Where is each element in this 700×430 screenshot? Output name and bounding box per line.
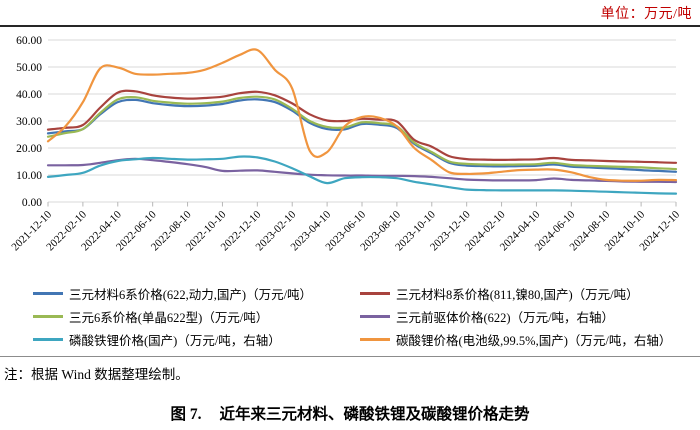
price-trend-chart: 0.00 10.00 20.00 30.00 40.00 50.00 60.00 2021-1…	[9, 35, 682, 253]
y-axis-label: 30.00	[16, 116, 42, 128]
legend-item: 三元6系价格(单晶622型)（万元/吨）	[33, 307, 360, 325]
figure-number: 图 7.	[170, 406, 202, 423]
legend-label: 碳酸锂价格(电池级,99.5%,国产)（万元/吨，右轴）	[396, 333, 672, 348]
unit-label: 单位：万元/吨	[600, 7, 692, 22]
y-axis-label: 0.00	[22, 197, 42, 209]
legend-swatch	[33, 337, 63, 341]
legend-label: 三元6系价格(单晶622型)（万元/吨）	[69, 310, 269, 325]
series-line-0	[46, 98, 678, 173]
legend-item: 磷酸铁锂价格(国产)（万元/吨，右轴）	[33, 330, 360, 348]
legend-label: 三元材料8系价格(811,镍80,国产)（万元/吨）	[396, 287, 639, 302]
figure-title: 近年来三元材料、磷酸铁锂及碳酸锂价格走势	[219, 406, 530, 423]
chart-legend: 三元材料6系价格(622,动力,国产)（万元/吨） 三元材料8系价格(811,镍8…	[33, 284, 693, 348]
y-axis-label: 50.00	[16, 62, 42, 74]
legend-swatch	[360, 337, 390, 341]
legend-label: 三元材料6系价格(622,动力,国产)（万元/吨）	[69, 287, 313, 302]
y-axis-label: 20.00	[16, 143, 42, 155]
x-axis-ticks	[47, 202, 677, 207]
legend-item: 三元前驱体价格(622)（万元/吨，右轴）	[360, 307, 693, 325]
series-line-2	[46, 95, 678, 171]
legend-swatch	[33, 291, 63, 295]
y-axis-label: 60.00	[16, 35, 42, 47]
y-axis-label: 40.00	[16, 89, 42, 101]
source-note: 注：根据 Wind 数据整理绘制。	[4, 367, 189, 382]
legend-swatch	[33, 314, 63, 318]
legend-item: 三元材料6系价格(622,动力,国产)（万元/吨）	[33, 284, 360, 302]
series-lines	[46, 48, 678, 195]
legend-label: 磷酸铁锂价格(国产)（万元/吨，右轴）	[69, 333, 281, 348]
gridlines	[48, 39, 676, 203]
x-axis-labels: 2021-12-102022-02-102022-04-102022-06-10…	[9, 208, 682, 253]
note-divider	[0, 356, 700, 357]
legend-swatch	[360, 314, 390, 318]
series-line-3	[46, 157, 678, 184]
legend-item: 三元材料8系价格(811,镍80,国产)（万元/吨）	[360, 284, 693, 302]
series-line-4	[46, 155, 678, 195]
figure-caption: 图 7. 近年来三元材料、磷酸铁锂及碳酸锂价格走势	[0, 402, 700, 424]
legend-label: 三元前驱体价格(622)（万元/吨，右轴）	[396, 310, 615, 325]
y-axis-label: 10.00	[16, 170, 42, 182]
top-rule-divider	[0, 25, 700, 27]
legend-item: 碳酸锂价格(电池级,99.5%,国产)（万元/吨，右轴）	[360, 330, 693, 348]
legend-swatch	[360, 291, 390, 295]
series-line-1	[46, 89, 678, 164]
y-axis-labels: 0.00 10.00 20.00 30.00 40.00 50.00 60.00	[16, 35, 42, 209]
series-line-5	[46, 48, 678, 182]
